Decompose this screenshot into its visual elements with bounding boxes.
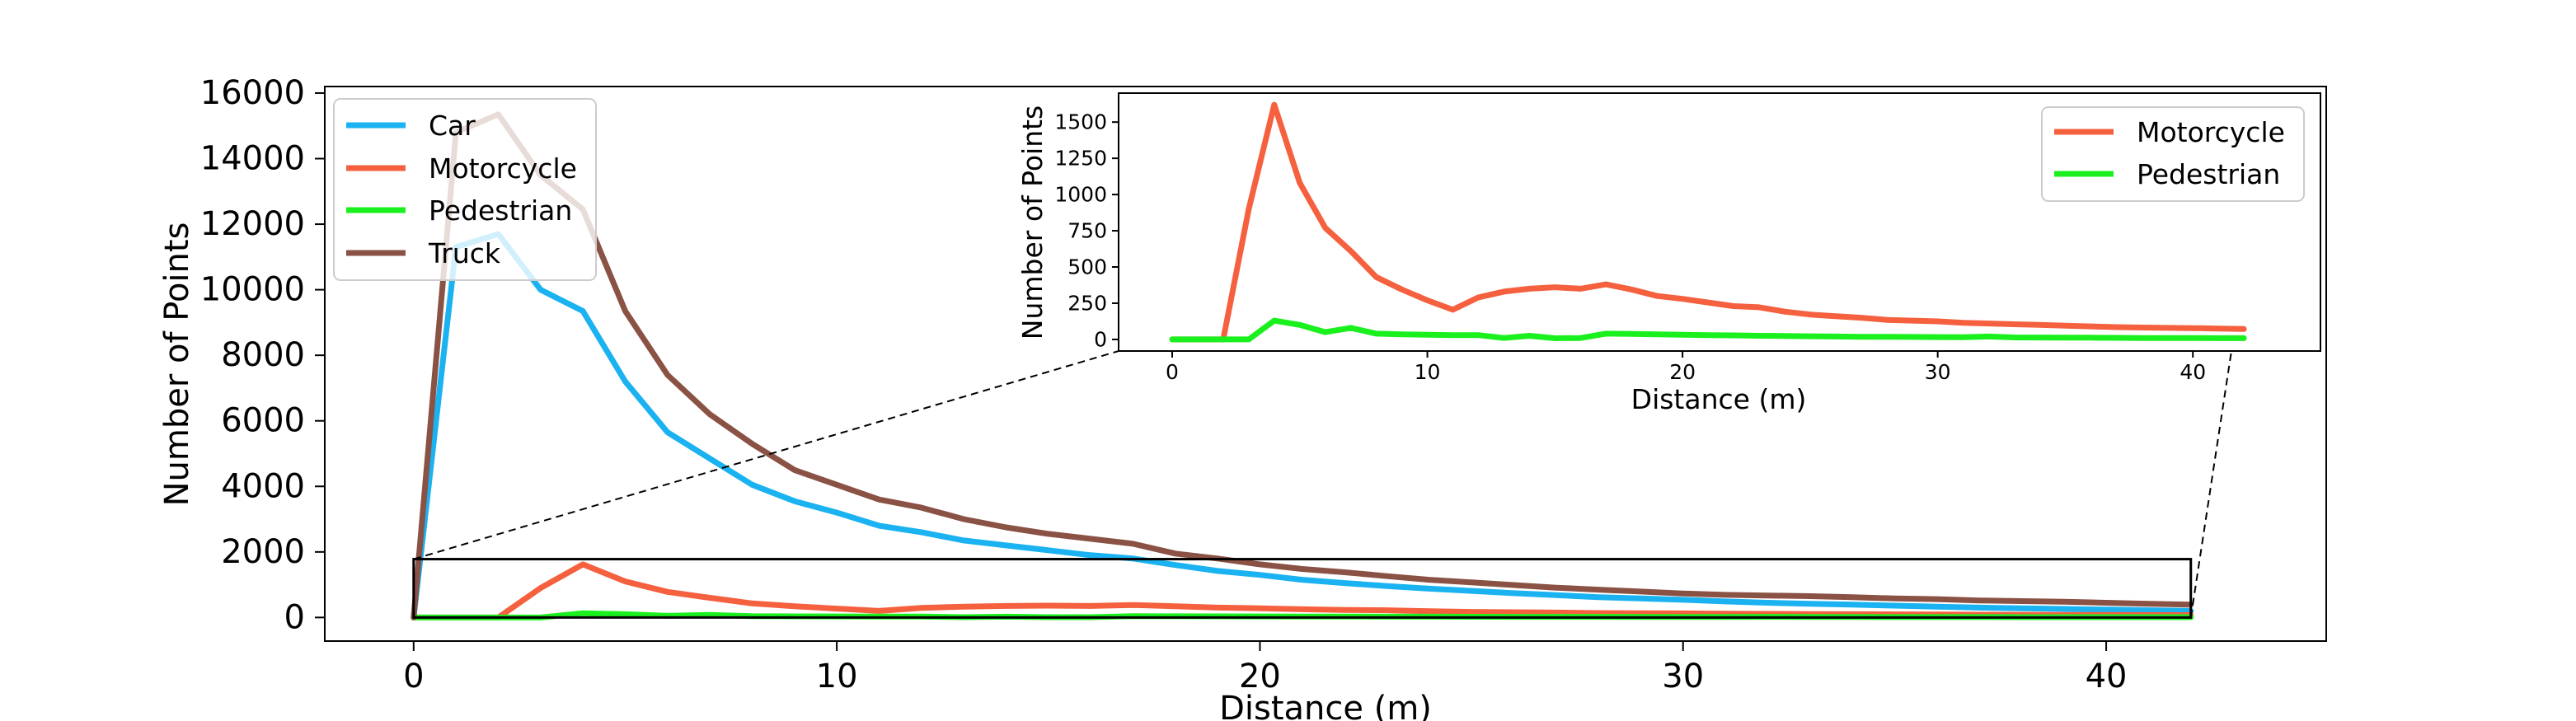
main-series-line-motorcycle xyxy=(411,561,2194,620)
main-axes-frame xyxy=(324,86,2327,642)
inset-y-tick-label: 250 xyxy=(1067,291,1107,315)
main-y-tick-label: 12000 xyxy=(200,205,305,243)
main-x-axis-label: Distance (m) xyxy=(1219,690,1432,721)
inset-y-tick-label: 1000 xyxy=(1054,183,1107,207)
inset-x-axis-label: Distance (m) xyxy=(1631,383,1807,415)
main-y-tick-label: 4000 xyxy=(221,467,305,505)
inset-x-tick-label: 0 xyxy=(1166,360,1179,384)
inset-y-tick-label: 1250 xyxy=(1054,147,1107,171)
legend-label-motorcycle: Motorcycle xyxy=(429,152,577,185)
main-y-axis-label: Number of Points xyxy=(158,222,196,507)
zoom-connector-left xyxy=(413,350,1119,560)
inset-series-line-motorcycle xyxy=(1169,101,2247,343)
zoom-connector-right xyxy=(2189,350,2232,618)
legend-label-truck: Truck xyxy=(428,237,501,269)
main-ticks-group: 0 10 20 30 400200040006000800010000120001400… xyxy=(200,74,2128,695)
main-legend-box xyxy=(333,98,597,281)
inset-x-tick-label: 30 xyxy=(1925,360,1951,384)
main-legend: Car Motorcycle Pedestrian Truck xyxy=(333,98,597,281)
inset-y-tick-label: 0 xyxy=(1094,327,1107,351)
main-x-tick-label: 30 xyxy=(1662,658,1704,695)
main-series-line-truck xyxy=(411,111,2194,620)
inset-x-tick-label: 10 xyxy=(1415,360,1441,384)
main-y-tick-label: 2000 xyxy=(221,533,305,571)
main-series-line-car xyxy=(411,231,2194,620)
main-y-tick-label: 6000 xyxy=(221,402,305,440)
legend-label-pedestrian: Pedestrian xyxy=(429,194,572,227)
main-y-tick-label: 14000 xyxy=(200,140,305,178)
inset-series-group xyxy=(1169,101,2247,343)
inset-x-tick-label: 40 xyxy=(2180,360,2206,384)
inset-series-line-pedestrian xyxy=(1169,317,2247,343)
main-y-tick-label: 16000 xyxy=(200,74,305,112)
inset-legend: Motorcycle Pedestrian xyxy=(2041,106,2305,202)
main-y-tick-label: 10000 xyxy=(200,271,305,309)
inset-y-tick-label: 750 xyxy=(1067,219,1107,243)
main-x-tick-label: 40 xyxy=(2086,658,2128,695)
inset-legend-label-motorcycle: Motorcycle xyxy=(2137,116,2285,148)
main-x-tick-label: 20 xyxy=(1239,658,1281,695)
inset-y-axis-label: Number of Points xyxy=(1016,105,1049,339)
main-x-tick-label: 0 xyxy=(403,658,424,695)
legend-label-car: Car xyxy=(429,110,476,142)
inset-legend-label-pedestrian: Pedestrian xyxy=(2137,158,2280,190)
main-x-tick-label: 10 xyxy=(816,658,858,695)
inset-x-tick-label: 20 xyxy=(1669,360,1696,384)
inset-ticks-group: 0 10 20 30 40 0 250 500 750 1000 1250 1500 xyxy=(1054,110,2206,384)
zoom-box xyxy=(412,558,2193,619)
inset-y-tick-label: 500 xyxy=(1067,255,1107,279)
main-y-tick-label: 8000 xyxy=(221,336,305,374)
inset-y-tick-label: 1500 xyxy=(1054,110,1107,134)
main-y-tick-label: 0 xyxy=(284,598,305,636)
